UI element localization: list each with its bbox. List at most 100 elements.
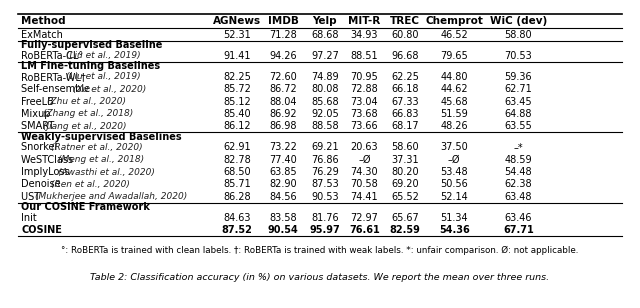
Text: 87.52: 87.52: [221, 225, 252, 235]
Text: 91.41: 91.41: [223, 51, 251, 61]
Text: 86.92: 86.92: [269, 109, 297, 119]
Text: 65.67: 65.67: [391, 213, 419, 223]
Text: 67.71: 67.71: [503, 225, 534, 235]
Text: 76.61: 76.61: [349, 225, 380, 235]
Text: Table 2: Classification accuracy (in %) on various datasets. We report the mean : Table 2: Classification accuracy (in %) …: [90, 273, 550, 282]
Text: 54.36: 54.36: [439, 225, 470, 235]
Text: 48.59: 48.59: [504, 155, 532, 165]
Text: –Ø: –Ø: [448, 155, 461, 165]
Text: 82.90: 82.90: [269, 179, 297, 189]
Text: 45.68: 45.68: [440, 97, 468, 107]
Text: Our COSINE Framework: Our COSINE Framework: [21, 202, 150, 212]
Text: 52.31: 52.31: [223, 30, 251, 39]
Text: 86.72: 86.72: [269, 84, 297, 94]
Text: 77.40: 77.40: [269, 155, 297, 165]
Text: 76.29: 76.29: [311, 167, 339, 177]
Text: Fully-supervised Baseline: Fully-supervised Baseline: [21, 40, 163, 50]
Text: SMART: SMART: [21, 121, 58, 131]
Text: ImplyLoss: ImplyLoss: [21, 167, 73, 177]
Text: 74.30: 74.30: [351, 167, 378, 177]
Text: 90.54: 90.54: [268, 225, 298, 235]
Text: 92.05: 92.05: [311, 109, 339, 119]
Text: RoBERTa-WL†: RoBERTa-WL†: [21, 72, 89, 82]
Text: 62.91: 62.91: [223, 142, 251, 152]
Text: 37.31: 37.31: [391, 155, 419, 165]
Text: 86.98: 86.98: [269, 121, 297, 131]
Text: 85.68: 85.68: [311, 97, 339, 107]
Text: 58.60: 58.60: [391, 142, 419, 152]
Text: (Ren et al., 2020): (Ren et al., 2020): [51, 180, 129, 189]
Text: 97.27: 97.27: [311, 51, 339, 61]
Text: 79.65: 79.65: [440, 51, 468, 61]
Text: 63.46: 63.46: [504, 213, 532, 223]
Text: 62.25: 62.25: [391, 72, 419, 82]
Text: 63.45: 63.45: [504, 97, 532, 107]
Text: Method: Method: [21, 16, 66, 26]
Text: 60.80: 60.80: [391, 30, 419, 39]
Text: 74.41: 74.41: [351, 192, 378, 202]
Text: MIT-R: MIT-R: [348, 16, 380, 26]
Text: 90.53: 90.53: [311, 192, 339, 202]
Text: 86.12: 86.12: [223, 121, 251, 131]
Text: Snorkel: Snorkel: [21, 142, 61, 152]
Text: 74.89: 74.89: [311, 72, 339, 82]
Text: 44.80: 44.80: [440, 72, 468, 82]
Text: 84.63: 84.63: [223, 213, 251, 223]
Text: 72.88: 72.88: [351, 84, 378, 94]
Text: 88.04: 88.04: [269, 97, 297, 107]
Text: 37.50: 37.50: [440, 142, 468, 152]
Text: 54.48: 54.48: [504, 167, 532, 177]
Text: 86.28: 86.28: [223, 192, 251, 202]
Text: (Awasthi et al., 2020): (Awasthi et al., 2020): [58, 168, 155, 176]
Text: (Ratner et al., 2020): (Ratner et al., 2020): [51, 143, 142, 152]
Text: –*: –*: [513, 142, 523, 152]
Text: Chemprot: Chemprot: [426, 16, 483, 26]
Text: 63.85: 63.85: [269, 167, 297, 177]
Text: 71.28: 71.28: [269, 30, 297, 39]
Text: 64.88: 64.88: [504, 109, 532, 119]
Text: 70.95: 70.95: [351, 72, 378, 82]
Text: 73.04: 73.04: [351, 97, 378, 107]
Text: 72.97: 72.97: [351, 213, 378, 223]
Text: 62.71: 62.71: [504, 84, 532, 94]
Text: 82.59: 82.59: [390, 225, 420, 235]
Text: 68.68: 68.68: [311, 30, 339, 39]
Text: FreeLB: FreeLB: [21, 97, 58, 107]
Text: LM Fine-tuning Baselines: LM Fine-tuning Baselines: [21, 61, 161, 71]
Text: UST: UST: [21, 192, 44, 202]
Text: WeSTClass: WeSTClass: [21, 155, 77, 165]
Text: (Zhang et al., 2018): (Zhang et al., 2018): [43, 109, 133, 118]
Text: Denoise: Denoise: [21, 179, 64, 189]
Text: 96.68: 96.68: [391, 51, 419, 61]
Text: 88.58: 88.58: [311, 121, 339, 131]
Text: (Mukherjee and Awadallah, 2020): (Mukherjee and Awadallah, 2020): [35, 192, 188, 201]
Text: 85.40: 85.40: [223, 109, 251, 119]
Text: 73.22: 73.22: [269, 142, 297, 152]
Text: 58.80: 58.80: [504, 30, 532, 39]
Text: 46.52: 46.52: [440, 30, 468, 39]
Text: 51.34: 51.34: [440, 213, 468, 223]
Text: ExMatch: ExMatch: [21, 30, 63, 39]
Text: 85.71: 85.71: [223, 179, 251, 189]
Text: COSINE: COSINE: [21, 225, 62, 235]
Text: WiC (dev): WiC (dev): [490, 16, 547, 26]
Text: 68.50: 68.50: [223, 167, 251, 177]
Text: 88.51: 88.51: [351, 51, 378, 61]
Text: 59.36: 59.36: [504, 72, 532, 82]
Text: IMDB: IMDB: [268, 16, 298, 26]
Text: AGNews: AGNews: [212, 16, 261, 26]
Text: 62.38: 62.38: [504, 179, 532, 189]
Text: 34.93: 34.93: [351, 30, 378, 39]
Text: 68.17: 68.17: [391, 121, 419, 131]
Text: 94.26: 94.26: [269, 51, 297, 61]
Text: 85.12: 85.12: [223, 97, 251, 107]
Text: (Liu et al., 2019): (Liu et al., 2019): [66, 51, 140, 60]
Text: 76.86: 76.86: [311, 155, 339, 165]
Text: Weakly-supervised Baselines: Weakly-supervised Baselines: [21, 132, 182, 142]
Text: 87.53: 87.53: [311, 179, 339, 189]
Text: 44.62: 44.62: [440, 84, 468, 94]
Text: 66.83: 66.83: [391, 109, 419, 119]
Text: (Meng et al., 2018): (Meng et al., 2018): [58, 155, 144, 164]
Text: 82.25: 82.25: [223, 72, 251, 82]
Text: 63.55: 63.55: [504, 121, 532, 131]
